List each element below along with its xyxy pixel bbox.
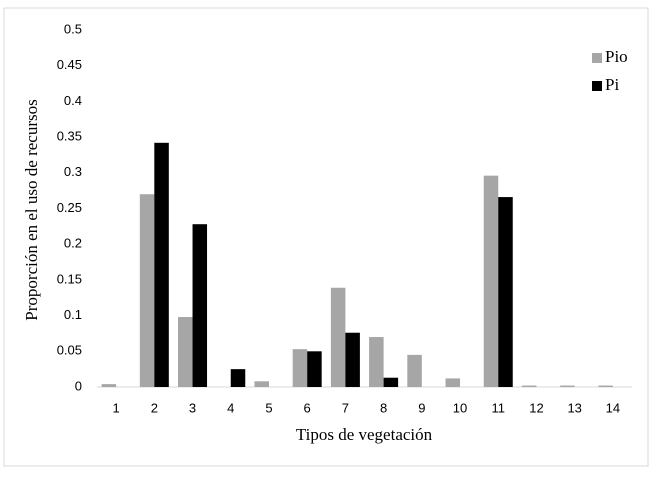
bar <box>178 317 193 387</box>
y-tick-label: 0 <box>75 378 82 393</box>
bar <box>139 194 155 387</box>
y-tick-label: 0.25 <box>57 200 82 215</box>
bar <box>192 224 208 387</box>
x-tick-label: 6 <box>304 400 311 415</box>
x-tick-label: 5 <box>265 400 272 415</box>
y-tick-label: 0.45 <box>57 57 82 72</box>
bar <box>598 385 613 387</box>
x-tick-label: 7 <box>342 400 349 415</box>
bar <box>369 337 384 387</box>
y-tick-label: 0.15 <box>57 271 82 286</box>
x-tick-label: 4 <box>227 400 234 415</box>
bar <box>292 349 308 387</box>
legend-swatch <box>592 81 602 91</box>
bar <box>307 351 322 387</box>
x-tick-label: 14 <box>606 400 620 415</box>
y-tick-label: 0.1 <box>64 307 82 322</box>
bar <box>330 287 346 387</box>
bar <box>483 175 499 387</box>
x-axis-title: Tipos de vegetación <box>296 425 433 444</box>
bar <box>383 377 399 387</box>
bar <box>445 378 461 387</box>
bar <box>560 385 575 387</box>
legend-swatch <box>592 53 602 63</box>
bar <box>230 369 246 387</box>
x-tick-label: 12 <box>529 400 543 415</box>
legend-label: Pio <box>605 47 628 66</box>
bar <box>101 384 117 387</box>
y-axis-title: Proporción en el uso de recursos <box>22 99 41 320</box>
bar <box>498 197 513 387</box>
y-tick-label: 0.5 <box>64 21 82 36</box>
bar <box>521 385 537 387</box>
y-tick-label: 0.2 <box>64 236 82 251</box>
y-tick-label: 0.05 <box>57 343 82 358</box>
x-tick-label: 2 <box>151 400 158 415</box>
legend-label: Pi <box>605 75 619 94</box>
bar <box>254 381 269 387</box>
x-tick-label: 1 <box>112 400 119 415</box>
y-tick-label: 0.3 <box>64 164 82 179</box>
y-tick-label: 0.4 <box>64 93 82 108</box>
bar <box>407 354 422 387</box>
bar <box>154 142 169 387</box>
bar <box>345 332 360 387</box>
x-tick-label: 3 <box>189 400 196 415</box>
x-tick-label: 9 <box>418 400 425 415</box>
x-tick-label: 13 <box>567 400 581 415</box>
x-tick-label: 11 <box>492 400 506 415</box>
x-tick-label: 8 <box>380 400 387 415</box>
y-tick-label: 0.35 <box>57 129 82 144</box>
x-tick-label: 10 <box>453 400 467 415</box>
chart-border <box>3 7 649 467</box>
